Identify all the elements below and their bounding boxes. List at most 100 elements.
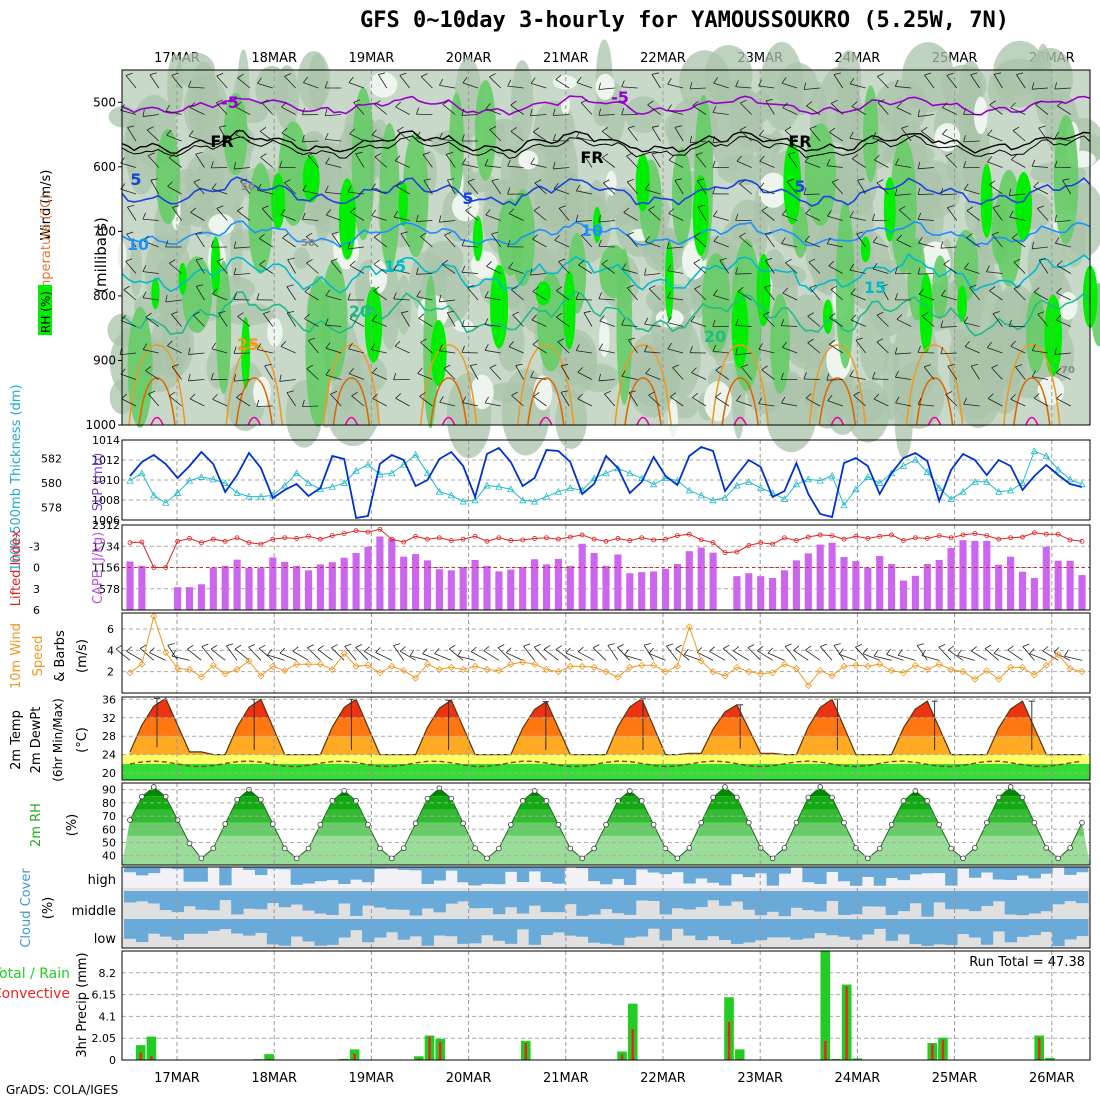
wind-barb <box>895 402 912 407</box>
cloud-cell <box>1040 919 1053 932</box>
contour-label: -5 <box>611 88 629 107</box>
cloud-cell <box>1076 919 1089 937</box>
cloud-cell <box>933 919 946 945</box>
cloud-cell <box>933 867 946 874</box>
wind-barb <box>901 125 909 129</box>
wind-barb <box>218 310 226 314</box>
wind-barb <box>963 322 980 327</box>
wind-barb <box>417 367 423 374</box>
cloud-cell <box>552 867 565 884</box>
lifted-index-point <box>365 529 371 535</box>
wind-barb <box>827 215 843 221</box>
wind-speed-point <box>816 667 824 675</box>
thickness-point <box>483 481 491 489</box>
cloud-layer-label-middle: middle <box>72 904 116 919</box>
cloud-cell <box>623 919 637 938</box>
wind-barb <box>325 295 342 301</box>
wind-barb <box>784 130 798 142</box>
wind-barb <box>530 370 535 378</box>
wind-barb <box>627 125 635 129</box>
wind-barb <box>165 110 182 115</box>
wind-barb <box>188 352 205 355</box>
rh-point <box>162 793 169 800</box>
lifted-index-point <box>353 528 359 534</box>
contour-label: 20 <box>349 302 371 321</box>
cloud-cell <box>957 919 970 935</box>
cape-bar <box>531 559 539 610</box>
lifted-index-point <box>472 533 478 539</box>
wind-barb <box>577 367 583 373</box>
wind-barb <box>644 268 647 276</box>
precip-tick-label: 6.15 <box>92 989 117 1002</box>
wind-barb <box>577 398 593 407</box>
temp-band-dewpoint <box>122 754 1090 764</box>
rh-point <box>424 795 431 802</box>
wind-speed-line <box>129 614 1083 687</box>
cloud-cell <box>611 891 625 914</box>
lifted-index-point <box>329 533 335 539</box>
cloud-cell <box>135 867 149 876</box>
wind-barb <box>741 364 749 368</box>
wind-barb <box>120 183 126 190</box>
lifted-index-point <box>1020 534 1025 540</box>
wind-barb <box>964 262 969 269</box>
wind-barb <box>987 161 1003 168</box>
date-label-top: 18MAR <box>251 51 297 66</box>
wind-barb <box>308 337 316 341</box>
wind-barb <box>461 319 465 327</box>
wind-barb <box>260 153 267 158</box>
surface-wind-barb <box>833 645 845 661</box>
cape-bar <box>935 560 943 610</box>
cloud-cell <box>409 867 423 871</box>
wind-barb <box>195 153 205 168</box>
wind-barb <box>150 178 158 181</box>
cape-bar <box>447 570 455 610</box>
pressure-tick-label: 900 <box>93 353 116 367</box>
wind-barb <box>1011 154 1017 160</box>
wind-speed-point <box>828 672 836 680</box>
rh-point <box>412 820 419 827</box>
contour-label: 5 <box>794 177 805 196</box>
surface-wind-barb <box>307 647 321 661</box>
wind-barb <box>876 311 884 316</box>
cloud-cell <box>968 919 982 938</box>
wind-barb <box>647 104 661 115</box>
wind-barb <box>240 180 251 195</box>
wind-barb <box>1056 260 1063 266</box>
wind-barb <box>604 393 616 407</box>
wind-barb <box>918 167 935 170</box>
wind-barb <box>849 269 866 274</box>
wind-barb <box>991 367 1003 380</box>
cloud-cell <box>504 891 518 908</box>
cloud-cell <box>528 867 542 872</box>
surface-wind-barb <box>820 646 833 661</box>
wind-barb <box>807 312 814 317</box>
wind-barb <box>462 396 467 403</box>
cloud-cell <box>457 891 470 902</box>
wind-barb <box>287 257 295 261</box>
rh-point <box>377 845 383 852</box>
wind-barb <box>393 210 398 218</box>
wind-barb <box>168 157 182 168</box>
wind-barb <box>233 346 237 354</box>
wind-barb <box>374 103 388 115</box>
rh-region-saturated <box>430 319 447 387</box>
wind-barb <box>416 107 420 115</box>
wind-barb <box>400 312 410 327</box>
cape-tick-label: 2312 <box>92 519 120 532</box>
contour-label: 5 <box>130 170 141 189</box>
wind-speed-point <box>888 667 896 675</box>
cape-bar <box>554 558 562 610</box>
cloud-cell <box>469 919 482 944</box>
wind-barb <box>484 165 501 168</box>
cloud-cell <box>457 919 470 944</box>
wind-barb <box>991 234 1003 248</box>
wind-barb <box>395 106 410 115</box>
thickness-point <box>816 476 824 484</box>
wind-barb <box>576 220 593 223</box>
surface-wind-barb <box>592 644 600 649</box>
cape-bar <box>400 556 408 610</box>
wind-barb <box>895 86 912 89</box>
wind-barb <box>986 265 990 272</box>
wind-barb <box>195 257 203 261</box>
